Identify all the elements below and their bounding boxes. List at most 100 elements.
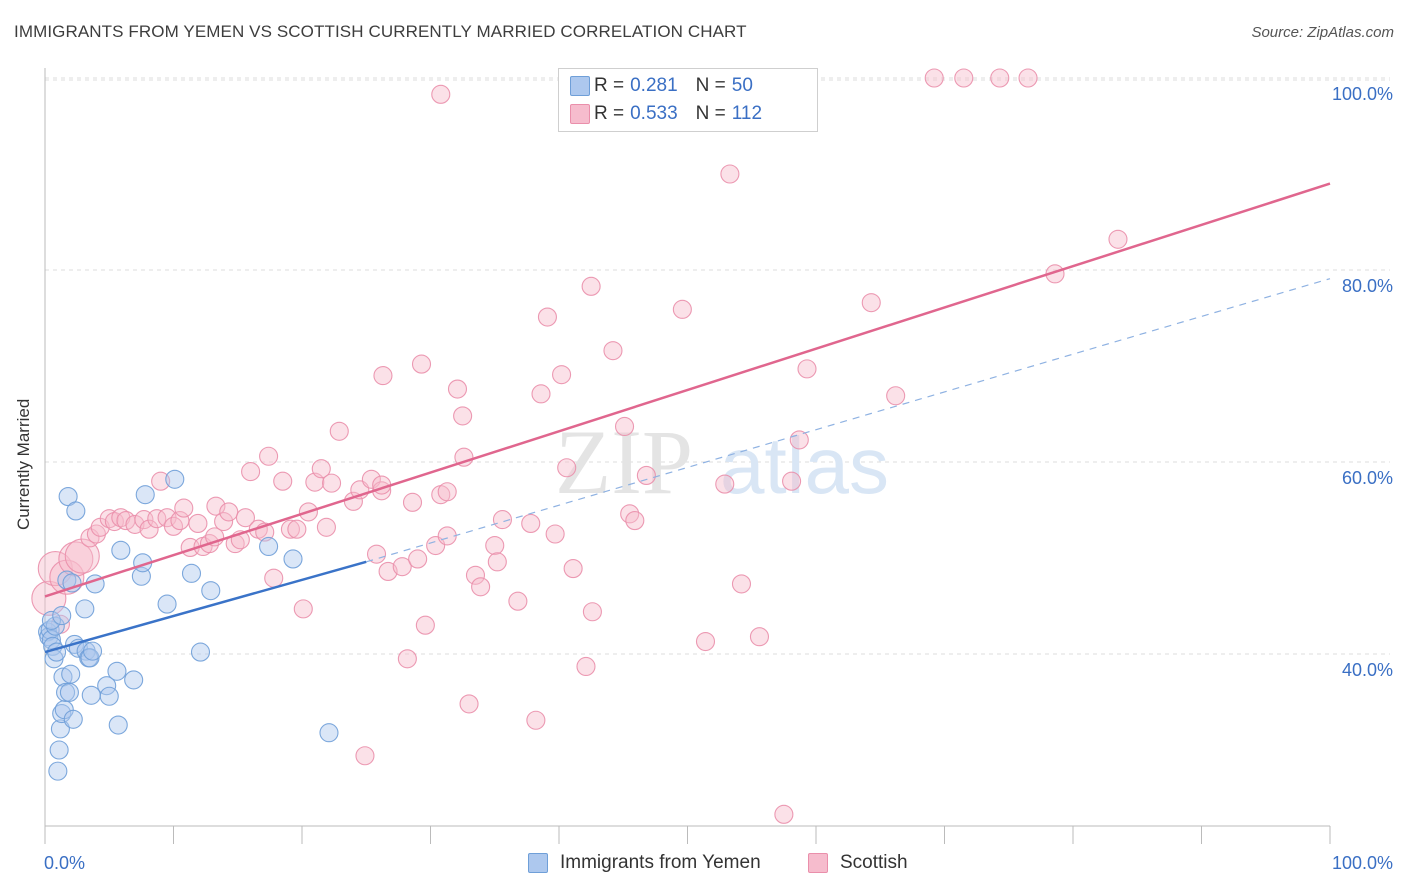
point-scottish <box>411 354 432 374</box>
point-scottish <box>31 580 67 616</box>
point-scottish <box>797 359 817 379</box>
point-scottish <box>782 471 802 491</box>
point-yemen <box>124 670 144 690</box>
point-yemen <box>63 709 83 729</box>
legend-n-value-scottish: 112 <box>731 103 763 124</box>
axes <box>44 68 1331 844</box>
point-yemen <box>99 686 119 706</box>
point-scottish <box>545 524 565 544</box>
legend-r-value-scottish: 0.533 <box>630 103 678 124</box>
point-yemen <box>48 761 68 781</box>
point-scottish <box>485 535 505 556</box>
point-scottish <box>454 447 474 467</box>
point-scottish <box>603 341 623 361</box>
gridlines <box>45 77 1390 655</box>
point-yemen <box>190 642 211 662</box>
point-scottish <box>521 513 541 533</box>
point-yemen <box>82 641 103 661</box>
point-scottish <box>492 510 513 530</box>
legend-r-label: R = <box>594 103 625 124</box>
y-tick-label: 40.0% <box>1342 660 1393 680</box>
point-yemen <box>40 620 60 640</box>
point-scottish <box>293 599 313 619</box>
point-scottish <box>731 574 752 594</box>
point-scottish <box>214 511 234 532</box>
point-scottish <box>774 804 794 824</box>
point-scottish <box>636 465 656 485</box>
point-scottish <box>392 557 412 577</box>
point-scottish <box>749 627 770 647</box>
point-scottish <box>625 511 645 531</box>
point-yemen <box>41 610 61 630</box>
point-scottish <box>316 517 336 537</box>
point-yemen <box>75 599 95 619</box>
watermark: ZIP atlas <box>555 411 889 513</box>
point-yemen <box>59 682 79 702</box>
point-yemen <box>61 664 81 684</box>
legend-swatch-yemen <box>528 853 548 873</box>
point-scottish <box>453 406 473 426</box>
point-yemen <box>181 563 202 583</box>
point-yemen <box>165 469 185 489</box>
legend-r-label: R = <box>594 75 625 96</box>
point-scottish <box>886 386 906 406</box>
point-scottish <box>1108 229 1128 249</box>
point-scottish <box>402 492 423 512</box>
point-scottish <box>322 473 342 493</box>
legend-swatch-scottish <box>808 853 828 873</box>
point-yemen <box>135 485 155 505</box>
trend-line-scottish <box>44 182 1331 598</box>
point-scottish <box>465 565 486 585</box>
point-scottish <box>537 307 557 327</box>
point-yemen <box>39 627 59 647</box>
legend-n-value-yemen: 50 <box>731 75 753 96</box>
legend-item-label: Immigrants from Yemen <box>560 852 761 873</box>
point-scottish <box>924 68 944 88</box>
point-scottish <box>58 541 94 577</box>
point-scottish <box>563 559 583 579</box>
chart-source: Source: ZipAtlas.com <box>1251 24 1394 41</box>
legend-item-yemen[interactable]: Immigrants from Yemen <box>528 852 761 874</box>
point-scottish <box>508 591 528 611</box>
legend-r-value-yemen: 0.281 <box>630 75 678 96</box>
tick-labels: 40.0% 60.0% 80.0% 100.0% 0.0% 100.0% <box>44 84 1393 873</box>
stats-legend: R = 0.281 N = 50 R = 0.533 N = 112 <box>558 68 818 132</box>
point-scottish <box>557 458 577 478</box>
legend-item-scottish[interactable]: Scottish <box>808 852 908 874</box>
point-scottish <box>188 513 208 533</box>
watermark-atlas: atlas <box>720 421 889 510</box>
point-scottish <box>720 164 740 184</box>
point-scottish <box>366 544 387 564</box>
point-yemen <box>108 715 128 735</box>
point-scottish <box>241 462 261 482</box>
point-scottish <box>954 68 974 88</box>
y-tick-label: 60.0% <box>1342 468 1393 488</box>
point-scottish <box>125 514 145 534</box>
point-scottish <box>576 656 596 677</box>
point-scottish <box>111 508 131 528</box>
point-scottish <box>614 416 635 437</box>
point-scottish <box>431 84 451 104</box>
point-yemen <box>111 540 131 560</box>
point-scottish <box>437 482 457 502</box>
point-scottish <box>695 631 716 652</box>
point-yemen <box>107 661 127 681</box>
point-scottish <box>526 710 546 730</box>
point-scottish <box>397 649 417 669</box>
point-scottish <box>219 502 239 522</box>
x-tick-label-max: 100.0% <box>1332 853 1393 873</box>
point-yemen <box>52 606 72 626</box>
y-tick-label: 100.0% <box>1332 84 1393 104</box>
point-scottish <box>715 474 735 494</box>
series-legend: Immigrants from Yemen Scottish <box>0 852 1406 878</box>
point-yemen <box>319 723 339 743</box>
point-scottish <box>552 365 572 385</box>
watermark-zip: ZIP <box>555 411 693 513</box>
point-scottish <box>235 508 256 528</box>
x-tick-label-min: 0.0% <box>44 853 85 873</box>
point-scottish <box>373 366 393 386</box>
point-scottish <box>459 694 479 714</box>
point-scottish <box>789 430 809 450</box>
point-scottish <box>531 384 551 404</box>
